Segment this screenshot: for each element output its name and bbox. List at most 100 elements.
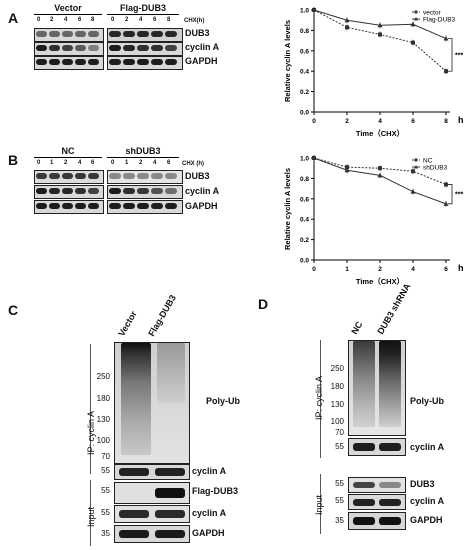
y-tick-label: 0.0 [300,110,309,117]
ip-bracket [320,340,321,458]
y-tick-label: 1.0 [300,8,309,15]
blot-band [165,173,177,179]
time-point-label: 2 [50,17,54,23]
blot-band [123,203,135,209]
blot-band [88,203,99,209]
panel-letter-a: A [8,10,19,26]
time-point-label: 0 [111,17,115,23]
blot-band [49,59,60,65]
group-label-shdub3: shDUB3 [125,146,161,156]
blot-label-gapdh: GAPDH [410,515,443,525]
data-point-shDUB3 [311,155,317,160]
group-label-vector: Vector [54,3,82,13]
group-underline [34,157,102,158]
blot-band [109,188,121,194]
legend-label: Flag-DUB3 [423,17,456,24]
data-point-NC [411,169,415,174]
blot-band [62,59,73,65]
blot-band [36,59,47,65]
blot-label-flag-dub3: Flag-DUB3 [192,486,239,496]
blot-strip [348,494,406,510]
blot-band [88,59,99,65]
mw-marker: 100 [96,436,110,445]
blot-strip [348,438,406,456]
polyub-smear [353,341,375,427]
blot-band [137,59,149,65]
time-point-label: 1 [125,160,129,166]
blot-strip [114,342,190,464]
blot-band [137,173,149,179]
blot-band [137,45,149,51]
blot-label-poly-ub: Poly-Ub [206,396,241,406]
blot-label-dub3: DUB3 [185,28,210,38]
y-tick-label: 0.0 [300,258,309,265]
group-label-nc: NC [61,146,75,156]
blot-band [109,173,121,179]
lane-label-nc: NC [349,319,365,336]
blot-band [88,173,99,179]
legend-label: shDUB3 [423,165,448,172]
blot-band [36,188,47,194]
blot-band [123,188,135,194]
mw-marker: 55 [101,486,110,495]
blot-band [151,31,163,37]
chx-label: CHX(h) [184,18,205,24]
data-point-Flag-DUB3 [443,35,449,41]
polyub-smear [121,343,151,455]
time-point-label: 1 [50,160,54,166]
mw-marker: 180 [96,394,110,403]
y-tick-label: 0.8 [300,176,309,183]
blot-band [49,173,60,179]
blot-band [165,31,177,37]
blot-label-cyclin-a: cyclin A [192,508,227,518]
blot-band [36,203,47,209]
blot-strip [114,482,190,504]
panel-letter-b: B [8,152,19,168]
time-point-label: 8 [167,17,171,23]
y-tick-label: 0.6 [300,48,309,55]
x-tick-label: 4 [411,266,415,273]
time-point-label: 6 [153,17,157,23]
mw-marker: 55 [101,508,110,517]
y-tick-label: 0.2 [300,237,309,244]
legend-label: vector [423,10,442,17]
blot-band [123,173,135,179]
data-point-vector [378,32,382,37]
data-point-Flag-DUB3 [377,22,383,28]
data-point-NC [345,165,349,170]
blot-band [49,45,60,51]
time-point-label: 2 [125,17,129,23]
data-point-NC [378,166,382,171]
legend-label: NC [423,158,433,165]
x-tick-label: 1 [345,266,349,273]
x-tick-label: 2 [345,118,349,125]
mw-marker: 70 [101,452,110,461]
significance-label: *** [455,52,463,59]
time-points-row: 0 1 2 4 6 0 1 2 4 6 [34,160,184,170]
time-point-label: 6 [78,17,82,23]
y-tick-label: 0.4 [300,217,309,224]
blot-label-gapdh: GAPDH [185,201,218,211]
mw-marker: 100 [330,417,344,426]
blot-label-cyclin-a: cyclin A [185,186,220,196]
lane-label-vector: Vector [116,309,139,338]
x-tick-label: 4 [378,118,382,125]
blot-band [151,203,163,209]
y-tick-label: 1.0 [300,156,309,163]
data-point-shDUB3 [443,201,449,206]
blot-bands-b [0,0,471,220]
data-point-shDUB3 [377,172,383,178]
blot-bands-a [0,0,471,80]
mw-marker: 130 [96,415,110,424]
blot-band [62,203,73,209]
chx-label: CHX (h) [182,161,204,167]
y-tick-label: 0.2 [300,89,309,96]
x-unit-label: h [458,263,464,273]
legend-marker [414,10,418,14]
blot-band [88,188,99,194]
legend-marker [414,17,418,21]
blot-band [75,203,86,209]
blot-band [62,188,73,194]
mw-marker: 55 [335,496,344,505]
mw-marker: 70 [335,428,344,437]
